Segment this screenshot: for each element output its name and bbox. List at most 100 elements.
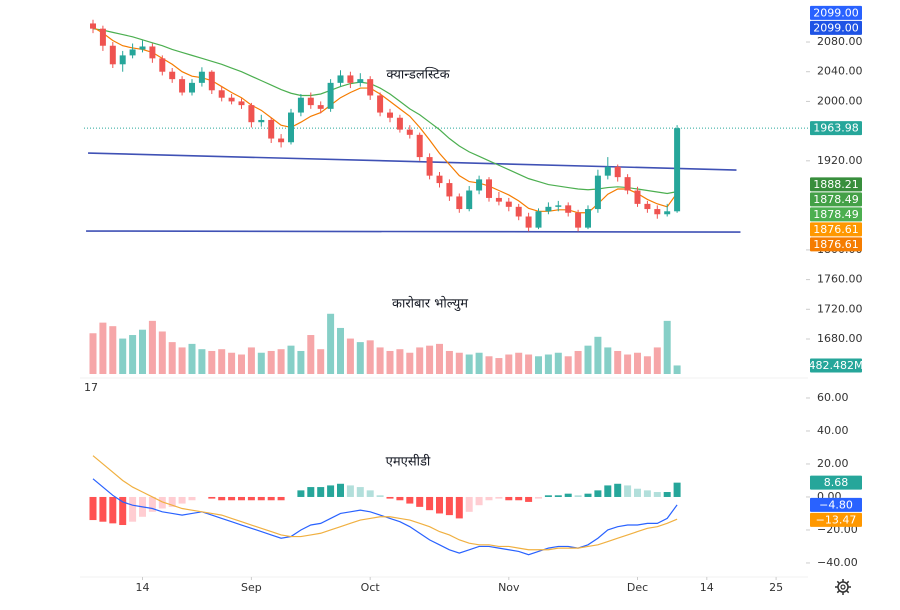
histogram-bar: [406, 496, 414, 504]
histogram-bar: [267, 496, 275, 501]
candle-body: [179, 79, 186, 93]
candle-body: [565, 205, 572, 213]
macd-line: [92, 455, 678, 551]
price-label: 2099.00: [813, 6, 859, 19]
candle-body: [505, 201, 512, 207]
gear-hub[interactable]: [840, 584, 846, 590]
volume-bar: [525, 354, 533, 374]
price-label-box: [810, 237, 862, 252]
candle-body: [268, 119, 275, 139]
histogram-bar: [634, 488, 641, 497]
histogram-bar: [584, 493, 592, 497]
volume-bar: [376, 347, 384, 374]
pane-title: एमएसीडी: [386, 454, 431, 470]
candle-body: [426, 157, 433, 176]
volume-bar: [426, 345, 434, 374]
candle-body: [476, 179, 483, 191]
settings-icon[interactable]: [835, 579, 851, 595]
histogram-bar: [465, 496, 473, 512]
volume-bar: [624, 354, 632, 374]
volume-bar: [634, 352, 641, 374]
candle-body: [575, 212, 582, 228]
candle-body: [446, 183, 453, 197]
candle-body: [238, 101, 245, 106]
volume-bar: [247, 347, 255, 374]
volume-bar: [604, 347, 612, 374]
y-tick-label: 1680.00: [817, 332, 863, 345]
histogram-bar: [396, 496, 404, 501]
volume-bar: [366, 340, 374, 374]
volume-bar: [198, 349, 206, 374]
histogram-bar: [337, 483, 344, 497]
histogram-bar: [178, 496, 186, 504]
candle-body: [614, 166, 621, 178]
x-tick-label: Sep: [241, 581, 262, 594]
y-tick-label: 2040.00: [817, 65, 863, 78]
histogram-bar: [109, 496, 117, 524]
histogram-bar: [119, 496, 127, 526]
histogram-bar: [505, 496, 513, 501]
price-label: 1963.98: [813, 122, 859, 135]
volume-bar: [554, 352, 562, 374]
candle-body: [307, 97, 314, 106]
histogram-bar: [455, 496, 463, 519]
candle-body: [466, 190, 473, 210]
pane-title: क्यान्डलस्टिक: [386, 67, 450, 83]
volume-bar: [653, 347, 661, 374]
price-label: 2099.00: [813, 21, 859, 34]
volume-bar: [406, 352, 414, 374]
price-label-box: [810, 5, 862, 20]
histogram-bar: [495, 496, 503, 499]
volume-label-box: [810, 358, 862, 373]
price-label: 1888.21: [813, 178, 859, 191]
candle-body: [357, 79, 364, 83]
candle-body: [189, 82, 195, 93]
candle-body: [654, 209, 661, 215]
volume-bar: [455, 352, 463, 374]
volume-bar: [465, 354, 473, 374]
candle-body: [367, 79, 374, 96]
histogram-bar: [317, 487, 325, 497]
gear-teeth[interactable]: [835, 579, 851, 595]
histogram-bar: [346, 485, 354, 497]
price-label-box: [810, 222, 862, 237]
volume-bar: [643, 356, 651, 374]
volume-bar: [356, 342, 364, 374]
histogram-bar: [544, 495, 552, 497]
y-tick-label: 1760.00: [817, 273, 863, 286]
histogram-bar: [327, 485, 335, 497]
candle-body: [495, 197, 502, 202]
histogram-bar: [554, 495, 562, 497]
candle-body: [377, 95, 384, 113]
candle-body: [248, 105, 255, 123]
histogram-bar: [148, 496, 156, 512]
price-label-box: [810, 192, 862, 207]
histogram-bar: [525, 496, 533, 502]
volume-bar: [218, 349, 226, 374]
candle-body: [327, 82, 334, 109]
histogram-bar: [356, 487, 364, 497]
histogram-bar: [564, 493, 572, 497]
histogram-bar: [277, 496, 285, 501]
candle-body: [99, 28, 106, 46]
volume-bar: [416, 347, 424, 374]
candle-body: [208, 71, 215, 91]
candle-body: [644, 203, 651, 210]
candle-body: [90, 23, 96, 29]
price-label-box: [810, 497, 862, 512]
candle-body: [347, 75, 354, 83]
candle-body: [406, 129, 413, 135]
y-tick-label: 2000.00: [817, 94, 863, 107]
candle-body: [198, 71, 205, 83]
candle-body: [218, 90, 225, 98]
volume-bar: [327, 313, 335, 374]
candle-body: [515, 206, 522, 217]
histogram-bar: [158, 496, 166, 509]
candle-body: [594, 175, 601, 210]
histogram-bar: [624, 485, 632, 497]
volume-bar: [515, 352, 523, 374]
x-tick-label: Dec: [627, 581, 648, 594]
candle-body: [624, 177, 631, 191]
y-tick-label: 1920.00: [817, 154, 863, 167]
